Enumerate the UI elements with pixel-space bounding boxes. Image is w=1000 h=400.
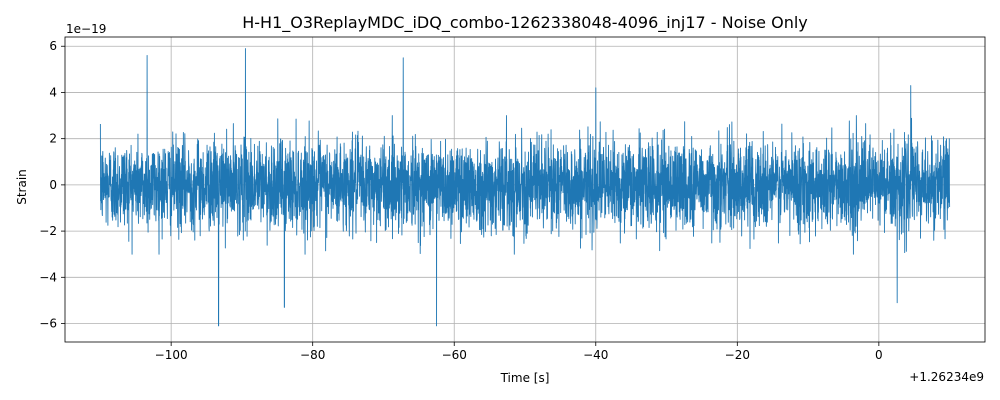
- x-tick-label: −80: [300, 348, 325, 362]
- x-offset-label: +1.26234e9: [909, 370, 984, 384]
- y-tick-label: −6: [39, 317, 57, 331]
- y-tick-label: 0: [49, 178, 57, 192]
- y-ticks: −6 −4 −2 0 2 4 6: [39, 39, 65, 331]
- y-tick-label: 2: [49, 132, 57, 146]
- y-tick-label: −4: [39, 270, 57, 284]
- strain-trace-layer: [99, 48, 951, 327]
- y-axis-label: Strain: [15, 169, 29, 205]
- x-tick-label: −60: [442, 348, 467, 362]
- plot-frame: [64, 36, 986, 343]
- y-tick-label: −2: [39, 224, 57, 238]
- y-tick-label: 4: [49, 85, 57, 99]
- x-tick-label: −100: [155, 348, 188, 362]
- x-tick-label: −40: [583, 348, 608, 362]
- strain-series-line: [99, 48, 951, 327]
- x-ticks: −100 −80 −60 −40 −20 0: [155, 342, 883, 362]
- x-axis-label: Time [s]: [500, 371, 550, 385]
- y-tick-label: 6: [49, 39, 57, 53]
- y-scale-label: 1e−19: [66, 22, 106, 36]
- x-tick-label: −20: [725, 348, 750, 362]
- chart-title: H-H1_O3ReplayMDC_iDQ_combo-1262338048-40…: [242, 13, 808, 33]
- x-tick-label: 0: [875, 348, 883, 362]
